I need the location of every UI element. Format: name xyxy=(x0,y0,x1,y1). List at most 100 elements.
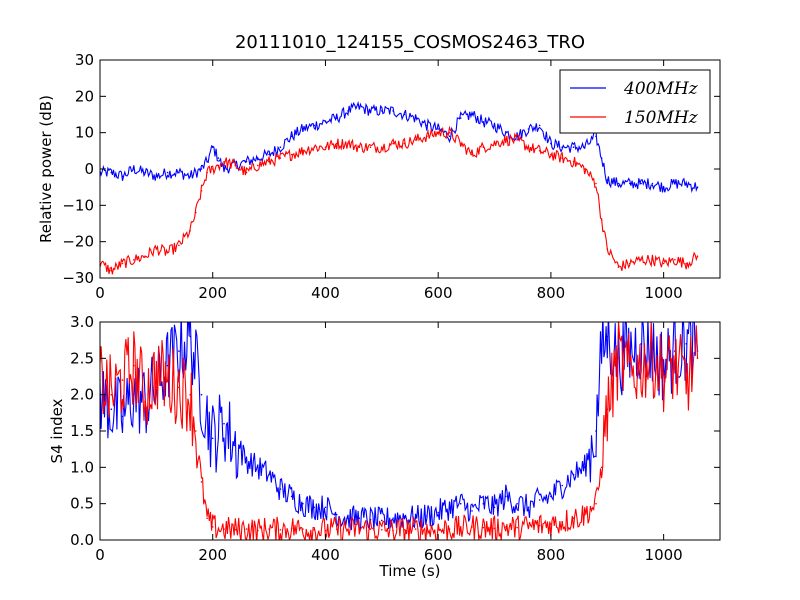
power-point-400 xyxy=(600,157,603,159)
power-point-400 xyxy=(206,160,208,163)
s4-point-150 xyxy=(178,386,180,389)
power-point-400 xyxy=(606,179,609,181)
power-point-150 xyxy=(335,142,338,145)
power-point-400 xyxy=(381,110,383,112)
s4-point-400 xyxy=(200,393,203,396)
s4-point-150 xyxy=(206,517,208,519)
s4-point-150 xyxy=(696,357,699,360)
power-y-axis-label: Relative power (dB) xyxy=(37,95,55,243)
s4-point-150 xyxy=(471,526,473,528)
s4-y-axis-label: S4 index xyxy=(48,398,66,463)
power-point-150 xyxy=(290,153,293,156)
s4-point-400 xyxy=(572,473,575,476)
s4-point-400 xyxy=(493,506,496,509)
power-point-400 xyxy=(538,124,541,127)
s4-y-tick-label: 2.0 xyxy=(70,386,94,404)
power-y-tick-label: −20 xyxy=(62,233,94,251)
power-point-150 xyxy=(403,142,406,145)
s4-point-150 xyxy=(302,528,304,530)
power-point-400 xyxy=(414,117,417,119)
s4-point-150 xyxy=(595,502,597,505)
s4-point-150 xyxy=(381,529,383,531)
s4-point-400 xyxy=(335,513,338,516)
power-point-400 xyxy=(217,157,220,159)
s4-y-tick-label: 3.0 xyxy=(70,313,94,331)
s4-point-150 xyxy=(403,529,406,531)
power-point-400 xyxy=(133,168,135,170)
s4-point-400 xyxy=(211,437,214,440)
power-point-400 xyxy=(617,182,620,185)
legend-label-400: 400MHz xyxy=(623,79,699,99)
s4-x-tick-label: 1000 xyxy=(645,546,683,564)
power-point-150 xyxy=(600,219,603,221)
s4-point-400 xyxy=(595,430,597,432)
power-point-150 xyxy=(482,146,485,148)
s4-point-150 xyxy=(583,513,586,516)
power-point-400 xyxy=(426,124,428,127)
s4-y-tick-label: 2.5 xyxy=(70,349,94,367)
power-point-150 xyxy=(358,146,361,148)
s4-point-150 xyxy=(516,526,518,529)
power-point-400 xyxy=(696,186,699,188)
legend-box xyxy=(559,69,711,134)
s4-point-150 xyxy=(482,526,485,529)
power-point-400 xyxy=(358,106,361,108)
power-x-tick-label: 600 xyxy=(424,284,453,302)
s4-point-150 xyxy=(195,430,197,432)
power-point-150 xyxy=(561,157,563,159)
s4-point-150 xyxy=(200,481,203,483)
power-point-150 xyxy=(538,150,541,152)
s4-point-400 xyxy=(482,502,485,505)
s4-x-tick-label: 800 xyxy=(537,546,566,564)
power-point-400 xyxy=(245,160,248,163)
s4-point-400 xyxy=(245,459,248,461)
power-point-150 xyxy=(572,160,575,163)
power-point-150 xyxy=(206,171,208,174)
power-point-150 xyxy=(347,142,349,145)
power-point-150 xyxy=(674,259,676,261)
s4-point-400 xyxy=(313,506,316,509)
s4-point-400 xyxy=(437,511,440,514)
s4-point-400 xyxy=(110,408,113,411)
power-point-400 xyxy=(583,146,586,148)
s4-point-150 xyxy=(651,357,654,360)
s4-y-tick-label: 1.5 xyxy=(70,422,94,440)
power-point-400 xyxy=(448,135,451,138)
s4-point-400 xyxy=(178,350,180,352)
power-point-150 xyxy=(629,262,631,265)
s4-point-150 xyxy=(324,529,327,532)
s4-point-400 xyxy=(414,517,417,519)
power-point-150 xyxy=(144,255,146,257)
power-point-400 xyxy=(223,168,225,170)
power-point-400 xyxy=(471,113,473,116)
power-point-150 xyxy=(245,171,248,174)
s4-point-400 xyxy=(538,499,541,501)
s4-point-400 xyxy=(471,510,473,512)
s4-point-150 xyxy=(674,364,676,367)
power-x-tick-label: 200 xyxy=(198,284,227,302)
power-point-150 xyxy=(651,259,654,261)
power-point-400 xyxy=(121,175,124,178)
power-point-150 xyxy=(550,153,552,156)
s4-y-tick-label: 0.5 xyxy=(70,495,94,513)
s4-point-400 xyxy=(268,473,270,476)
s4-point-150 xyxy=(166,379,169,381)
power-point-150 xyxy=(110,269,113,272)
power-point-400 xyxy=(313,124,316,127)
s4-point-150 xyxy=(550,523,552,525)
power-point-150 xyxy=(211,168,214,170)
power-point-150 xyxy=(302,150,304,152)
power-point-400 xyxy=(437,128,440,130)
power-point-400 xyxy=(595,135,597,138)
power-point-150 xyxy=(178,244,180,247)
s4-point-150 xyxy=(121,379,124,381)
s4-point-150 xyxy=(110,393,113,396)
s4-point-400 xyxy=(640,343,642,345)
power-point-150 xyxy=(189,230,191,232)
power-point-150 xyxy=(133,259,135,261)
power-point-150 xyxy=(595,182,597,185)
power-point-150 xyxy=(279,157,282,159)
power-series-group xyxy=(100,100,699,275)
power-point-400 xyxy=(674,182,676,185)
power-point-150 xyxy=(426,135,428,138)
